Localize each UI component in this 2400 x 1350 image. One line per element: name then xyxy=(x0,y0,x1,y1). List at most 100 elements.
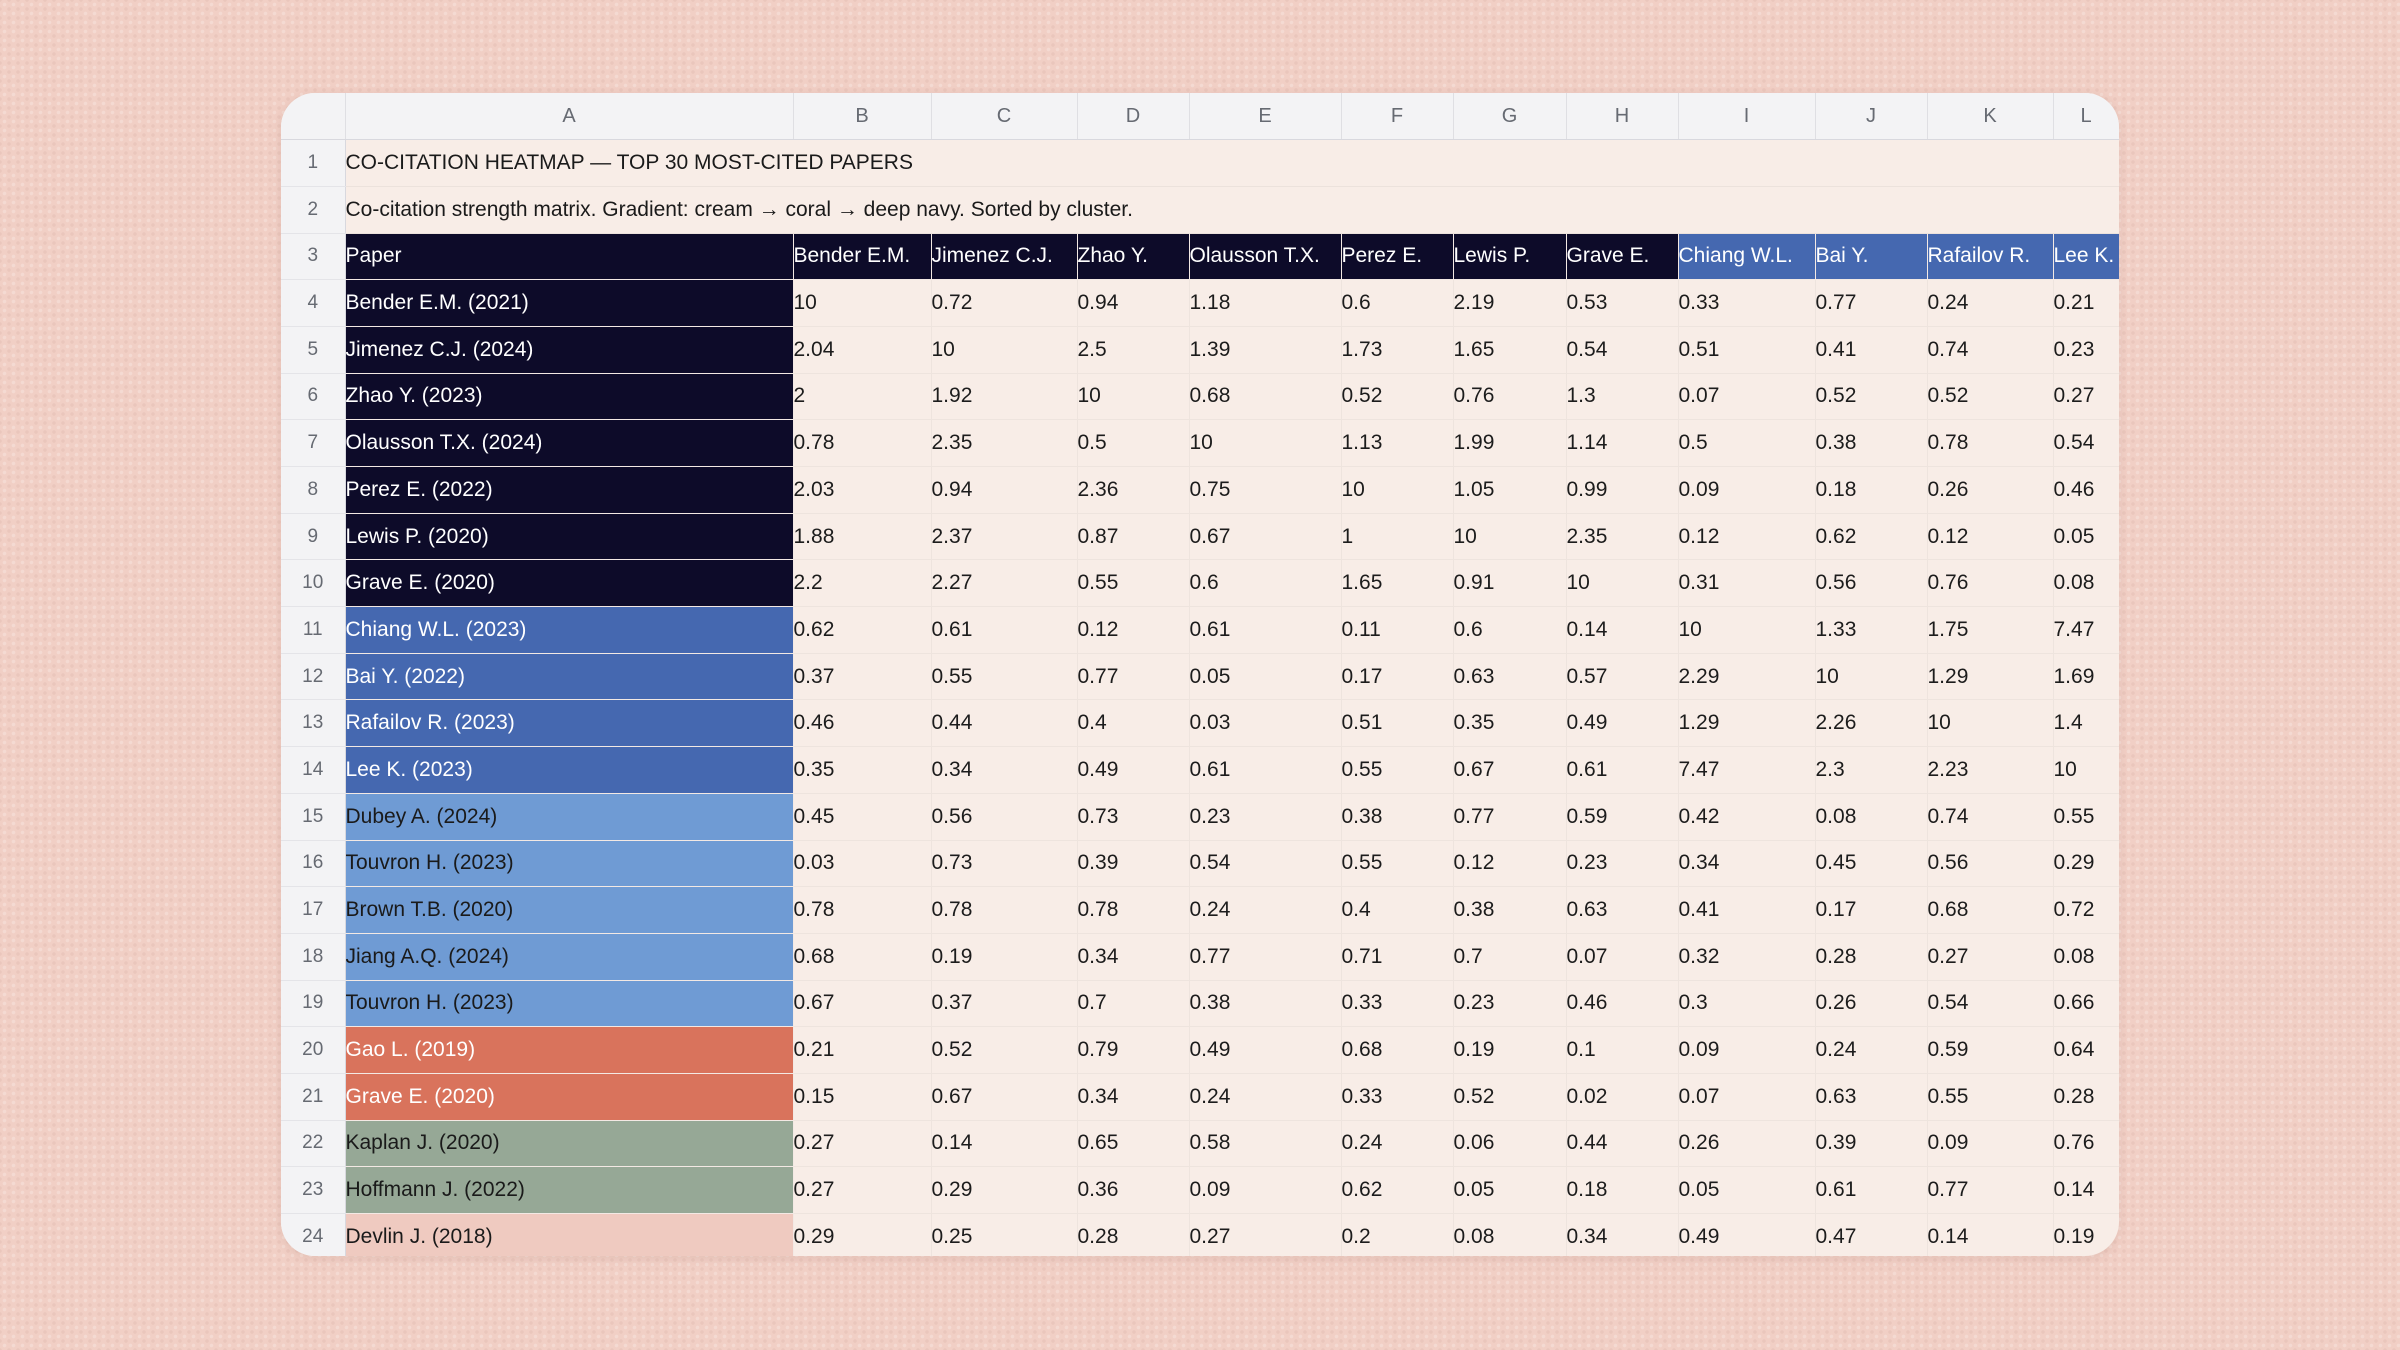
value-cell[interactable]: 0.45 xyxy=(793,793,932,841)
value-cell[interactable]: 0.09 xyxy=(1927,1120,2054,1168)
value-cell[interactable]: 0.36 xyxy=(1077,1166,1190,1214)
row-header-9[interactable]: 9 xyxy=(281,513,346,561)
value-cell[interactable]: 0.05 xyxy=(1189,653,1342,701)
value-cell[interactable]: 10 xyxy=(1077,373,1190,421)
value-cell[interactable]: 0.38 xyxy=(1189,980,1342,1028)
value-cell[interactable]: 0.59 xyxy=(1566,793,1679,841)
value-cell[interactable]: 1.14 xyxy=(1566,419,1679,467)
value-cell[interactable]: 0.23 xyxy=(1566,840,1679,888)
value-cell[interactable]: 0.55 xyxy=(1341,840,1454,888)
value-cell[interactable]: 1 xyxy=(1341,513,1454,561)
value-cell[interactable]: 1.29 xyxy=(1678,699,1816,748)
value-cell[interactable]: 0.76 xyxy=(2053,1120,2119,1168)
paper-label-cell[interactable]: Bai Y. (2022) xyxy=(345,653,794,701)
value-cell[interactable]: 10 xyxy=(1815,653,1928,701)
value-cell[interactable]: 0.78 xyxy=(1927,419,2054,467)
value-cell[interactable]: 1.3 xyxy=(1566,373,1679,421)
value-cell[interactable]: 0.05 xyxy=(2053,513,2119,561)
value-cell[interactable]: 0.61 xyxy=(931,606,1078,654)
value-cell[interactable]: 0.32 xyxy=(1678,933,1816,981)
row-header-18[interactable]: 18 xyxy=(281,933,346,981)
value-cell[interactable]: 0.23 xyxy=(2053,326,2119,374)
paper-label-cell[interactable]: Grave E. (2020) xyxy=(345,1073,794,1121)
value-cell[interactable]: 0.24 xyxy=(1189,886,1342,934)
value-cell[interactable]: 0.24 xyxy=(1189,1073,1342,1121)
value-cell[interactable]: 0.78 xyxy=(793,886,932,934)
value-cell[interactable]: 0.12 xyxy=(1927,513,2054,561)
row-header-7[interactable]: 7 xyxy=(281,419,346,467)
matrix-column-header[interactable]: Zhao Y. xyxy=(1077,233,1190,281)
paper-label-cell[interactable]: Lee K. (2023) xyxy=(345,746,794,794)
value-cell[interactable]: 0.35 xyxy=(793,746,932,794)
row-header-14[interactable]: 14 xyxy=(281,746,346,794)
paper-label-cell[interactable]: Zhao Y. (2023) xyxy=(345,373,794,421)
row-header-15[interactable]: 15 xyxy=(281,793,346,841)
select-all-corner[interactable] xyxy=(281,93,346,141)
paper-label-cell[interactable]: Touvron H. (2023) xyxy=(345,840,794,888)
value-cell[interactable]: 0.24 xyxy=(1815,1026,1928,1074)
value-cell[interactable]: 10 xyxy=(1566,559,1679,608)
value-cell[interactable]: 0.07 xyxy=(1566,933,1679,981)
column-header-a[interactable]: A xyxy=(345,93,794,141)
paper-label-cell[interactable]: Devlin J. (2018) xyxy=(345,1213,794,1256)
value-cell[interactable]: 2.37 xyxy=(931,513,1078,561)
column-header-e[interactable]: E xyxy=(1189,93,1342,141)
value-cell[interactable]: 0.08 xyxy=(2053,933,2119,981)
row-header-4[interactable]: 4 xyxy=(281,279,346,327)
value-cell[interactable]: 0.58 xyxy=(1189,1120,1342,1168)
value-cell[interactable]: 10 xyxy=(1927,699,2054,748)
paper-label-cell[interactable]: Kaplan J. (2020) xyxy=(345,1120,794,1168)
value-cell[interactable]: 0.74 xyxy=(1927,326,2054,374)
value-cell[interactable]: 0.6 xyxy=(1189,559,1342,608)
matrix-column-header[interactable]: Chiang W.L. xyxy=(1678,233,1816,281)
value-cell[interactable]: 1.13 xyxy=(1341,419,1454,467)
value-cell[interactable]: 0.34 xyxy=(1077,1073,1190,1121)
value-cell[interactable]: 0.56 xyxy=(1815,559,1928,608)
value-cell[interactable]: 0.56 xyxy=(1927,840,2054,888)
value-cell[interactable]: 0.51 xyxy=(1678,326,1816,374)
value-cell[interactable]: 0.87 xyxy=(1077,513,1190,561)
value-cell[interactable]: 0.55 xyxy=(1927,1073,2054,1121)
column-header-d[interactable]: D xyxy=(1077,93,1190,141)
value-cell[interactable]: 0.41 xyxy=(1678,886,1816,934)
value-cell[interactable]: 0.27 xyxy=(793,1120,932,1168)
paper-header-cell[interactable]: Paper xyxy=(345,233,794,281)
value-cell[interactable]: 0.79 xyxy=(1077,1026,1190,1074)
value-cell[interactable]: 0.38 xyxy=(1341,793,1454,841)
value-cell[interactable]: 0.68 xyxy=(1189,373,1342,421)
row-header-5[interactable]: 5 xyxy=(281,326,346,374)
value-cell[interactable]: 0.44 xyxy=(931,699,1078,748)
paper-label-cell[interactable]: Olausson T.X. (2024) xyxy=(345,419,794,467)
value-cell[interactable]: 0.29 xyxy=(793,1213,932,1256)
value-cell[interactable]: 0.62 xyxy=(793,606,932,654)
value-cell[interactable]: 0.39 xyxy=(1077,840,1190,888)
paper-label-cell[interactable]: Jimenez C.J. (2024) xyxy=(345,326,794,374)
value-cell[interactable]: 0.26 xyxy=(1678,1120,1816,1168)
row-header-11[interactable]: 11 xyxy=(281,606,346,654)
row-header-23[interactable]: 23 xyxy=(281,1166,346,1214)
value-cell[interactable]: 0.61 xyxy=(1566,746,1679,794)
value-cell[interactable]: 0.62 xyxy=(1815,513,1928,561)
value-cell[interactable]: 0.35 xyxy=(1453,699,1567,748)
value-cell[interactable]: 0.52 xyxy=(931,1026,1078,1074)
value-cell[interactable]: 0.47 xyxy=(1815,1213,1928,1256)
column-header-j[interactable]: J xyxy=(1815,93,1928,141)
value-cell[interactable]: 0.1 xyxy=(1566,1026,1679,1074)
value-cell[interactable]: 0.77 xyxy=(1453,793,1567,841)
value-cell[interactable]: 0.09 xyxy=(1189,1166,1342,1214)
value-cell[interactable]: 0.76 xyxy=(1927,559,2054,608)
value-cell[interactable]: 0.77 xyxy=(1189,933,1342,981)
value-cell[interactable]: 0.07 xyxy=(1678,373,1816,421)
paper-label-cell[interactable]: Chiang W.L. (2023) xyxy=(345,606,794,654)
value-cell[interactable]: 0.91 xyxy=(1453,559,1567,608)
value-cell[interactable]: 1.69 xyxy=(2053,653,2119,701)
value-cell[interactable]: 0.74 xyxy=(1927,793,2054,841)
value-cell[interactable]: 7.47 xyxy=(2053,606,2119,654)
value-cell[interactable]: 10 xyxy=(1189,419,1342,467)
value-cell[interactable]: 0.54 xyxy=(1566,326,1679,374)
value-cell[interactable]: 0.21 xyxy=(2053,279,2119,327)
value-cell[interactable]: 2.5 xyxy=(1077,326,1190,374)
value-cell[interactable]: 0.11 xyxy=(1341,606,1454,654)
value-cell[interactable]: 0.27 xyxy=(793,1166,932,1214)
value-cell[interactable]: 1.33 xyxy=(1815,606,1928,654)
